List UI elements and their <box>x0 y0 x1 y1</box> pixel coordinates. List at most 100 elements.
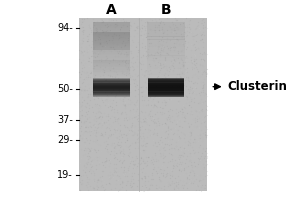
Bar <box>93 76 130 77</box>
Bar <box>93 88 130 89</box>
Text: 29-: 29- <box>57 135 73 145</box>
Bar <box>93 78 130 80</box>
Bar <box>93 42 130 44</box>
Bar <box>93 88 130 89</box>
Bar <box>148 80 184 81</box>
Bar <box>93 51 130 52</box>
Bar <box>147 31 185 32</box>
Bar <box>93 84 130 86</box>
Bar <box>148 85 184 87</box>
Bar <box>148 83 184 85</box>
Bar <box>93 79 130 80</box>
Bar <box>93 77 130 78</box>
Bar <box>93 88 130 90</box>
Bar <box>148 86 184 88</box>
Bar <box>93 63 130 65</box>
Bar <box>93 57 130 58</box>
Bar <box>93 60 130 62</box>
Bar <box>93 58 130 59</box>
Bar <box>148 94 184 95</box>
Bar <box>148 81 184 83</box>
Bar <box>93 93 130 94</box>
Text: 94-: 94- <box>57 23 73 33</box>
Bar <box>93 37 130 39</box>
Bar <box>93 36 130 38</box>
Bar <box>93 92 130 93</box>
Bar <box>93 39 130 41</box>
Bar <box>93 87 130 89</box>
Bar <box>93 32 130 33</box>
Bar <box>93 33 130 35</box>
Bar <box>93 56 130 57</box>
Bar <box>93 24 130 25</box>
Bar <box>147 47 185 48</box>
Bar <box>93 27 130 28</box>
Bar <box>93 94 130 96</box>
Bar <box>148 89 184 90</box>
Bar <box>147 73 185 75</box>
Bar <box>148 90 184 92</box>
Bar <box>147 76 185 77</box>
Bar <box>93 90 130 91</box>
Bar <box>93 92 130 93</box>
Bar <box>93 25 130 26</box>
Text: 37-: 37- <box>57 115 73 125</box>
Bar <box>93 83 130 85</box>
Bar <box>148 89 184 90</box>
Bar <box>93 49 130 50</box>
Bar <box>148 79 184 80</box>
Bar <box>147 61 185 63</box>
Bar <box>93 67 130 69</box>
Bar <box>93 86 130 88</box>
Bar <box>148 83 184 84</box>
Bar <box>93 45 130 47</box>
Bar <box>148 88 184 89</box>
Bar <box>147 72 185 73</box>
Bar <box>93 78 130 79</box>
Bar <box>148 93 184 95</box>
Text: Clusterin: Clusterin <box>227 80 287 93</box>
Bar <box>93 43 130 45</box>
Bar <box>148 83 184 84</box>
Bar <box>148 96 184 97</box>
Bar <box>93 64 130 66</box>
Bar <box>147 32 185 34</box>
Bar <box>93 81 130 82</box>
Bar <box>148 84 184 85</box>
Bar <box>147 60 185 61</box>
Bar <box>93 72 130 74</box>
Bar <box>148 84 184 86</box>
Bar <box>93 85 130 86</box>
Bar <box>93 62 130 64</box>
Bar <box>148 84 184 85</box>
Bar <box>147 25 185 26</box>
Bar <box>147 79 185 80</box>
Bar <box>93 80 130 82</box>
Bar <box>148 78 184 80</box>
Bar <box>93 47 130 49</box>
Bar <box>93 93 130 94</box>
Bar <box>93 71 130 73</box>
Bar <box>93 87 130 88</box>
Bar <box>147 23 185 25</box>
Bar <box>148 79 184 80</box>
Bar <box>93 83 130 84</box>
Bar <box>93 73 130 75</box>
Bar <box>148 95 184 97</box>
Text: B: B <box>160 3 171 17</box>
Bar <box>147 38 185 40</box>
Bar <box>148 78 184 79</box>
Bar <box>93 91 130 93</box>
Bar <box>147 39 185 41</box>
Bar <box>147 53 185 54</box>
Bar <box>147 66 185 67</box>
Bar <box>147 51 185 53</box>
Bar <box>147 74 185 76</box>
Bar <box>93 69 130 71</box>
Bar <box>93 91 130 92</box>
Bar <box>93 46 130 48</box>
Bar <box>148 92 184 93</box>
Bar <box>93 85 130 87</box>
Bar <box>93 48 130 50</box>
Bar <box>147 28 185 29</box>
